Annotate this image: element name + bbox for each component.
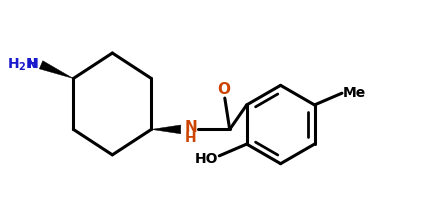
Text: O: O	[218, 81, 230, 96]
Text: Me: Me	[343, 86, 366, 100]
Text: H: H	[27, 57, 38, 71]
Polygon shape	[39, 61, 73, 79]
Text: H: H	[185, 131, 196, 144]
Polygon shape	[151, 125, 181, 134]
Text: $\mathbf{H_2N}$: $\mathbf{H_2N}$	[7, 56, 38, 73]
Text: HO: HO	[195, 151, 218, 165]
Text: H: H	[27, 57, 38, 71]
Text: N: N	[184, 119, 197, 134]
